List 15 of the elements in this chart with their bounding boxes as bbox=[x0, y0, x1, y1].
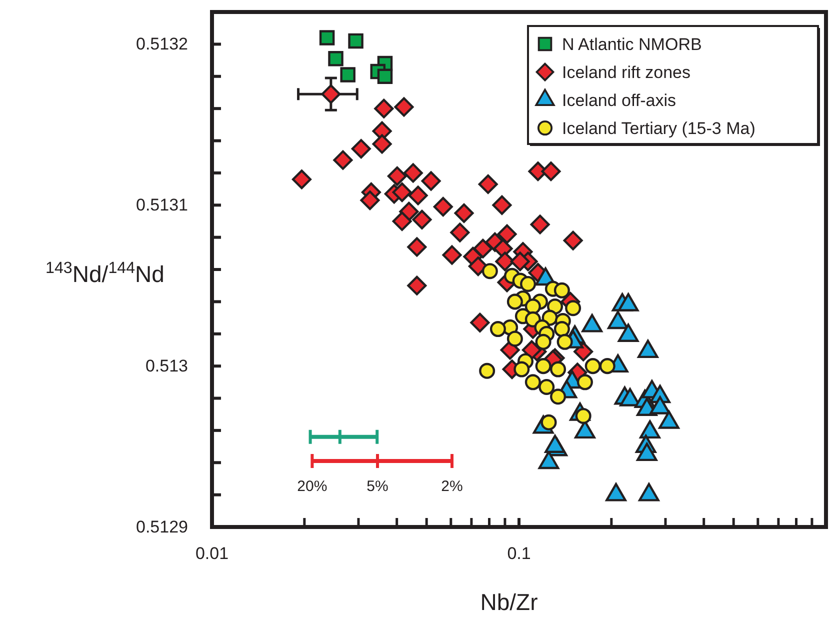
x-tick-label: 0.01 bbox=[195, 544, 229, 564]
y-tick-label: 0.513 bbox=[145, 356, 188, 376]
y-tick-label: 0.5129 bbox=[136, 517, 188, 536]
y-tick-label: 0.5131 bbox=[136, 196, 188, 215]
x-tick-label: 0.1 bbox=[507, 544, 531, 564]
annotation: 5% bbox=[366, 478, 388, 496]
legend-label: Iceland off-axis bbox=[562, 91, 676, 110]
legend-label: N Atlantic NMORB bbox=[562, 35, 702, 54]
annotation: 2% bbox=[441, 478, 463, 496]
legend-label: Iceland rift zones bbox=[562, 63, 691, 82]
x-axis-title: Nb/Zr bbox=[480, 589, 538, 615]
y-tick-label: 0.5132 bbox=[136, 34, 188, 54]
legend-label: Iceland Tertiary (15-3 Ma) bbox=[562, 119, 756, 138]
y-axis-title: $^{143}$Nd/$^{144}$Nd bbox=[46, 259, 164, 287]
annotation: 20% bbox=[297, 478, 328, 496]
